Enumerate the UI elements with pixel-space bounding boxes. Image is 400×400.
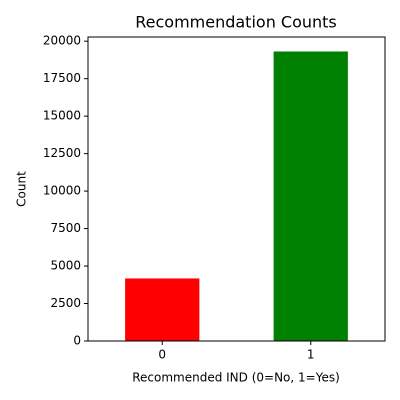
y-axis-label: Count bbox=[15, 171, 29, 207]
x-tick-label: 1 bbox=[307, 348, 315, 362]
chart-title: Recommendation Counts bbox=[135, 13, 337, 32]
y-tick-label: 10000 bbox=[43, 184, 81, 198]
y-tick-label: 5000 bbox=[50, 259, 81, 273]
x-axis-label: Recommended IND (0=No, 1=Yes) bbox=[132, 371, 340, 385]
y-tick-label: 2500 bbox=[50, 296, 81, 310]
bar bbox=[273, 51, 348, 342]
plot-frame bbox=[87, 36, 386, 342]
y-tick-label: 12500 bbox=[43, 146, 81, 160]
y-tick-label: 7500 bbox=[50, 221, 81, 235]
bar bbox=[125, 278, 200, 341]
y-tick-label: 17500 bbox=[43, 71, 81, 85]
y-tick-label: 20000 bbox=[43, 34, 81, 48]
y-tick-label: 0 bbox=[73, 334, 81, 348]
x-tick-label: 0 bbox=[158, 348, 166, 362]
y-tick-label: 15000 bbox=[43, 109, 81, 123]
